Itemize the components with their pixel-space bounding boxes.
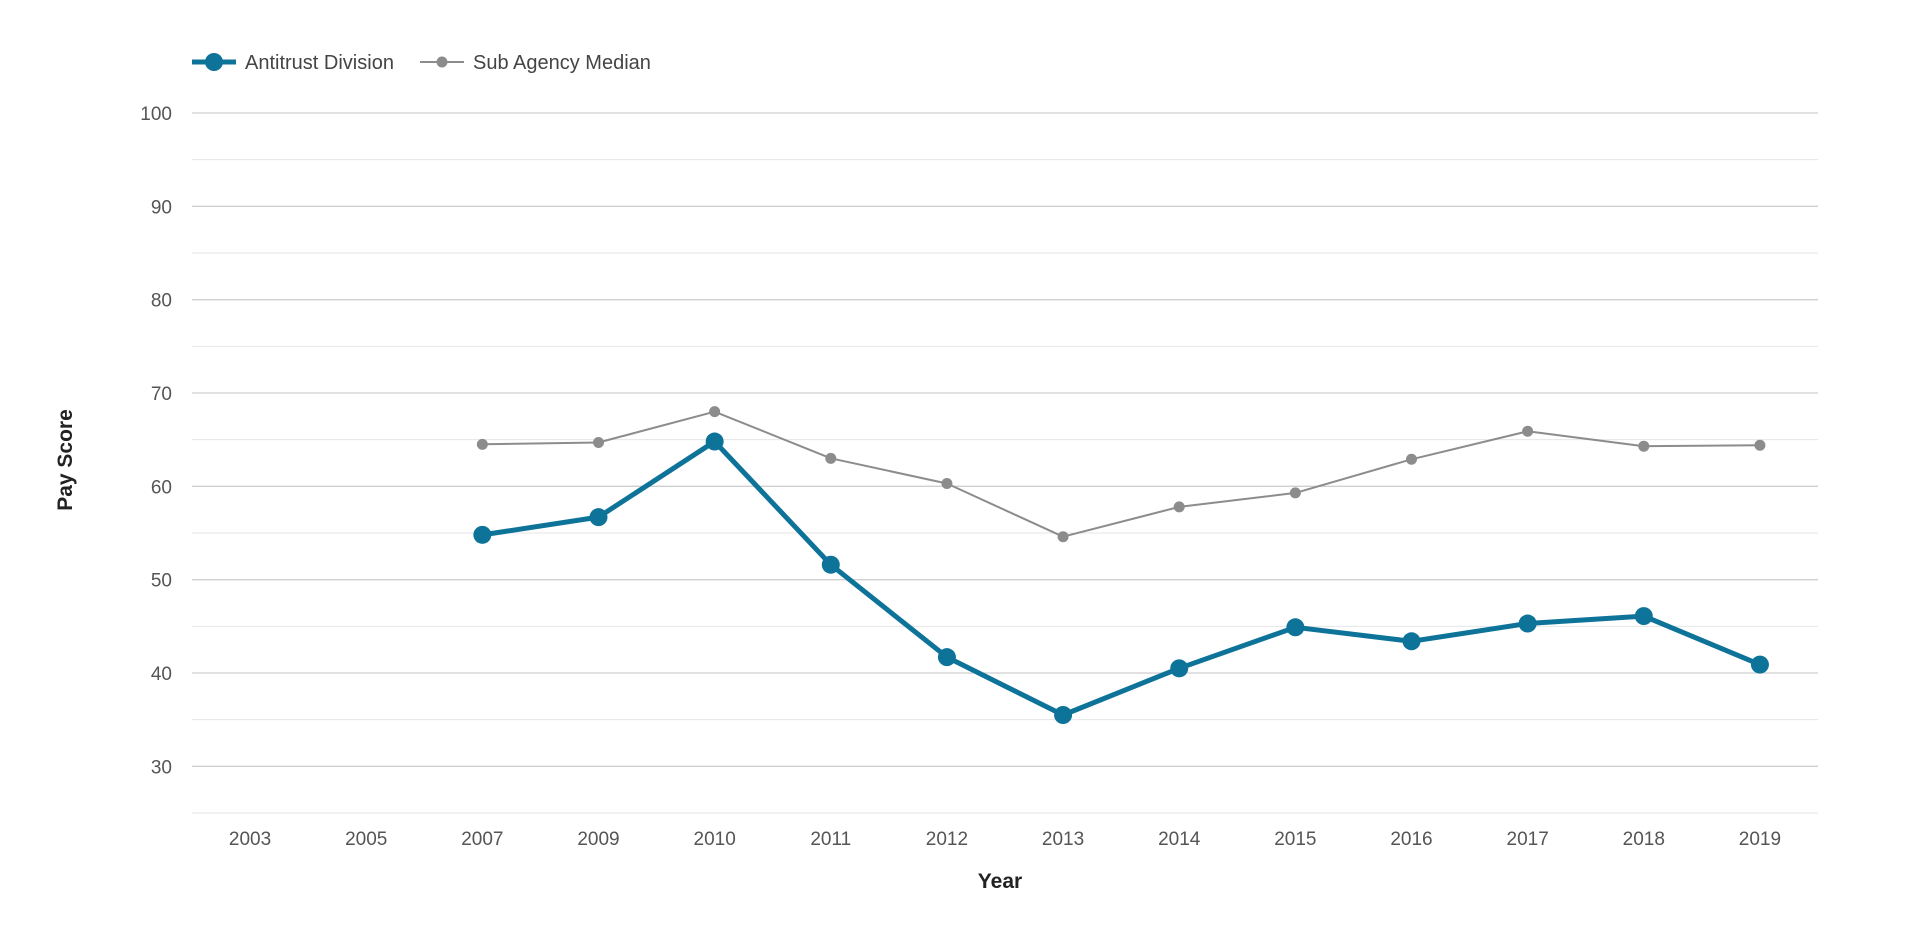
x-axis-title: Year — [978, 870, 1022, 893]
data-point-sub-agency-median-2009 — [593, 436, 604, 448]
x-tick-label-2018: 2018 — [1623, 829, 1665, 850]
data-point-antitrust-division-2016 — [1402, 632, 1421, 651]
data-point-sub-agency-median-2014 — [1173, 501, 1185, 513]
data-point-sub-agency-median-2019 — [1754, 439, 1766, 451]
y-tick-label-50: 50 — [151, 571, 172, 592]
x-tick-label-2016: 2016 — [1390, 829, 1432, 850]
x-tick-label-2019: 2019 — [1739, 829, 1781, 850]
data-point-sub-agency-median-2012 — [941, 478, 953, 490]
data-point-antitrust-division-2007 — [473, 525, 492, 544]
y-tick-labels: 30 40 50 60 70 80 90 100 — [140, 104, 172, 778]
legend-label-antitrust-division: Antitrust Division — [245, 52, 394, 74]
data-point-sub-agency-median-2011 — [825, 452, 837, 464]
x-tick-label-2010: 2010 — [694, 829, 736, 850]
data-point-sub-agency-median-2007 — [476, 438, 488, 450]
x-tick-labels: 2003 2005 2007 2009 2010 2011 2012 2013 2014 2015… — [229, 829, 1781, 850]
y-tick-label-60: 60 — [151, 477, 172, 498]
data-point-antitrust-division-2019 — [1750, 655, 1769, 674]
y-tick-label-30: 30 — [151, 757, 172, 778]
x-tick-label-2005: 2005 — [345, 829, 387, 850]
data-point-sub-agency-median-2016 — [1406, 453, 1417, 465]
legend: Antitrust Division Sub Agency Median — [192, 52, 651, 74]
x-tick-label-2009: 2009 — [577, 829, 619, 850]
y-tick-label-70: 70 — [151, 384, 172, 405]
legend-label-sub-agency-median: Sub Agency Median — [473, 52, 651, 74]
series-line-sub-agency-median — [481, 410, 1761, 538]
data-point-sub-agency-median-2013 — [1057, 531, 1069, 543]
x-tick-label-2003: 2003 — [229, 829, 271, 850]
data-point-sub-agency-median-2010 — [709, 406, 721, 418]
y-axis-title: Pay Score — [54, 409, 77, 511]
data-point-sub-agency-median-2015 — [1289, 487, 1301, 499]
x-tick-label-2015: 2015 — [1274, 829, 1316, 850]
x-tick-label-2013: 2013 — [1042, 829, 1084, 850]
legend-item-sub-agency-median[interactable]: Sub Agency Median — [420, 52, 651, 74]
y-tick-label-80: 80 — [151, 291, 172, 312]
data-point-antitrust-division-2011 — [821, 555, 840, 574]
x-tick-label-2017: 2017 — [1507, 829, 1549, 850]
data-point-antitrust-division-2018 — [1634, 607, 1653, 626]
legend-swatch-marker-sub-agency-median — [436, 56, 448, 68]
data-point-sub-agency-median-2018 — [1638, 440, 1650, 452]
data-point-antitrust-division-2015 — [1286, 618, 1305, 637]
data-point-antitrust-division-2013 — [1054, 706, 1073, 724]
data-point-antitrust-division-2009 — [589, 508, 608, 527]
legend-swatch-marker-antitrust-division — [205, 53, 223, 71]
x-tick-label-2012: 2012 — [926, 829, 968, 850]
data-point-sub-agency-median-2017 — [1522, 425, 1534, 437]
data-point-antitrust-division-2014 — [1170, 659, 1189, 678]
x-tick-label-2011: 2011 — [810, 829, 851, 850]
series-line-antitrust-division — [479, 439, 1763, 718]
legend-item-antitrust-division[interactable]: Antitrust Division — [192, 52, 394, 74]
y-tick-label-40: 40 — [151, 664, 172, 685]
grid-layer — [192, 112, 1818, 814]
data-point-antitrust-division-2012 — [937, 648, 956, 667]
y-tick-label-100: 100 — [140, 104, 172, 125]
data-point-antitrust-division-2010 — [705, 432, 724, 451]
x-tick-label-2014: 2014 — [1158, 829, 1201, 850]
data-point-antitrust-division-2017 — [1518, 614, 1537, 633]
x-tick-label-2007: 2007 — [461, 829, 503, 850]
y-tick-label-90: 90 — [151, 197, 172, 218]
series-layer — [473, 406, 1769, 724]
